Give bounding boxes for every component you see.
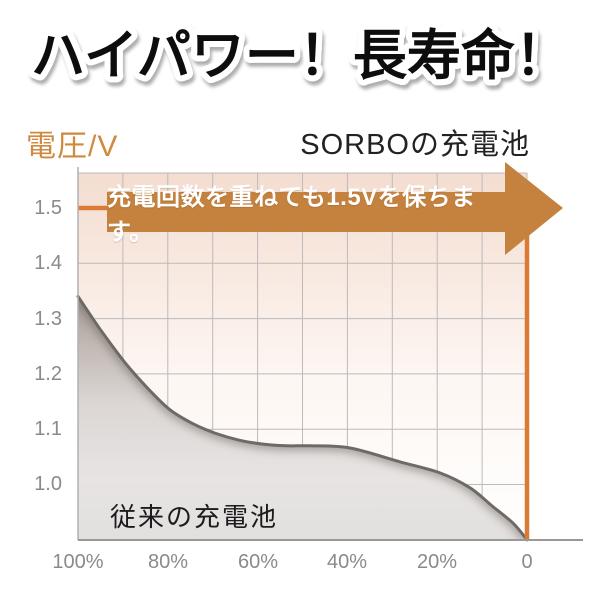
x-tick-label-40: 40% bbox=[326, 551, 368, 573]
banner-arrow bbox=[107, 162, 563, 255]
x-tick-label-80: 80% bbox=[147, 551, 189, 573]
x-tick-label-20: 20% bbox=[416, 551, 458, 573]
banner-text: 充電回数を重ねても1.5Vを保ちます。 bbox=[107, 184, 476, 246]
y-tick-label-1_0: 1.0 bbox=[34, 473, 62, 495]
y-axis-title: 電圧/V bbox=[26, 130, 119, 163]
x-tick-label-60: 60% bbox=[237, 551, 279, 573]
y-tick-label-1_2: 1.2 bbox=[34, 363, 62, 385]
conventional-series-area bbox=[78, 296, 527, 540]
y-tick-label-1_1: 1.1 bbox=[34, 418, 62, 440]
conventional-series-curve bbox=[76, 294, 529, 542]
y-tick-label-1_3: 1.3 bbox=[34, 308, 62, 330]
sorbo-series-label: SORBOの充電池 bbox=[300, 129, 530, 161]
page-title: ハイパワー！長寿命！ bbox=[31, 25, 569, 86]
y-tick-label-1_5: 1.5 bbox=[34, 197, 62, 219]
y-tick-label-1_4: 1.4 bbox=[34, 252, 62, 274]
conventional-series-label: 従来の充電池 bbox=[110, 502, 279, 532]
x-tick-label-100: 100% bbox=[52, 551, 104, 573]
x-tick-label-0: 0 bbox=[521, 551, 533, 573]
